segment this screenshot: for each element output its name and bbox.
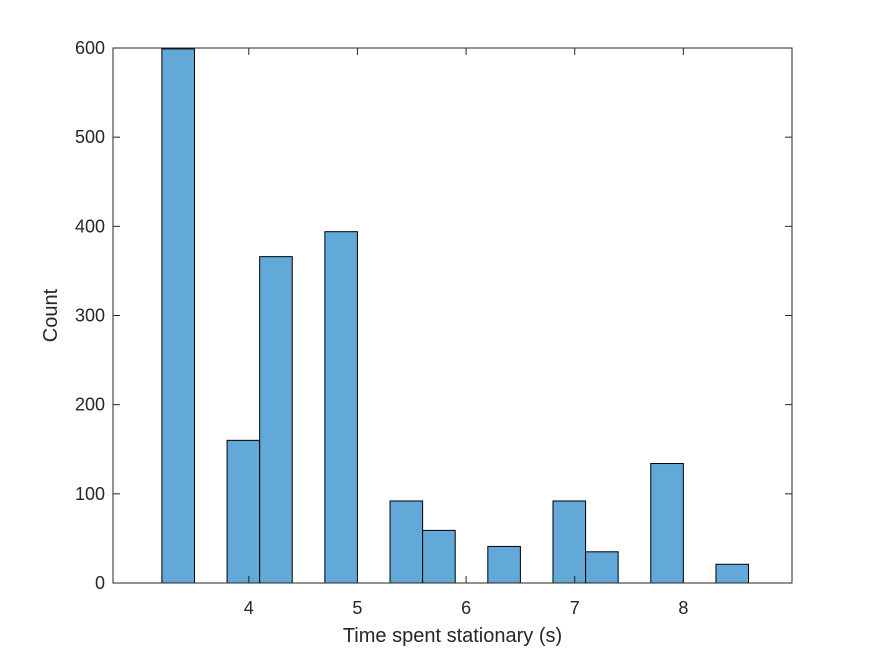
- histogram-bar: [585, 551, 619, 584]
- x-tick-label: 5: [352, 598, 362, 618]
- x-tick-label: 4: [244, 598, 254, 618]
- histogram-bar: [715, 563, 750, 584]
- histogram-bar: [161, 48, 195, 584]
- y-tick-label: 400: [75, 216, 105, 236]
- y-tick-label: 0: [95, 573, 105, 593]
- histogram-bar: [552, 500, 587, 584]
- y-tick-label: 300: [75, 306, 105, 326]
- bars-group: [161, 48, 750, 584]
- x-axis-label: Time spent stationary (s): [343, 625, 562, 647]
- histogram-bar: [650, 463, 684, 584]
- histogram-bar: [422, 529, 456, 584]
- x-tick-label: 6: [461, 598, 471, 618]
- histogram-bar: [259, 256, 293, 584]
- y-axis-label: Count: [40, 288, 62, 342]
- histogram-bar: [487, 545, 521, 584]
- y-tick-label: 600: [75, 38, 105, 58]
- y-tick-label: 200: [75, 395, 105, 415]
- y-tick-label: 100: [75, 484, 105, 504]
- histogram-bar: [389, 500, 424, 584]
- y-tick-label: 500: [75, 127, 105, 147]
- tick-labels-group: 4 5 6 7 8 0 100 200 300 400 500 600: [75, 38, 688, 618]
- ticks-group: [113, 47, 792, 584]
- histogram-bar: [226, 439, 261, 584]
- x-tick-label: 7: [570, 598, 580, 618]
- histogram-bar: [324, 231, 358, 584]
- x-tick-label: 8: [678, 598, 688, 618]
- plot-area: [113, 48, 792, 583]
